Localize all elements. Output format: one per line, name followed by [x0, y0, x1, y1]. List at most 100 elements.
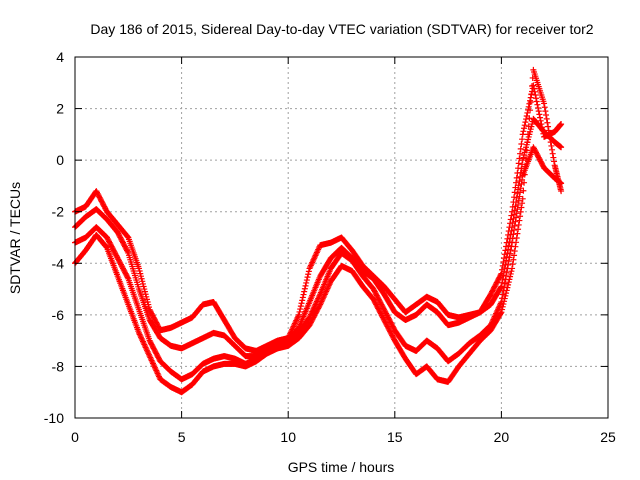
data-point [501, 295, 508, 302]
data-point [539, 127, 546, 134]
data-point [503, 273, 510, 280]
data-point [505, 258, 512, 265]
y-tick-label: -6 [52, 307, 65, 323]
data-point [519, 131, 526, 138]
data-point [500, 301, 507, 308]
x-tick-label: 5 [178, 429, 186, 445]
data-point [515, 201, 522, 208]
data-point [542, 108, 549, 115]
data-point [522, 119, 529, 126]
data-point [513, 214, 520, 221]
data-point [506, 224, 513, 231]
data-point [503, 243, 510, 250]
data-point [547, 139, 554, 146]
data-point [514, 230, 521, 237]
data-point [302, 282, 309, 289]
data-point [299, 294, 306, 301]
data-point [506, 254, 513, 261]
data-point [511, 194, 518, 201]
data-point [506, 239, 513, 246]
data-point [509, 265, 516, 272]
data-point [304, 274, 311, 281]
data-point [518, 141, 525, 148]
data-point [525, 131, 532, 138]
data-point [514, 170, 521, 177]
data-point [500, 258, 507, 265]
data-point [551, 158, 558, 165]
data-point [511, 222, 518, 229]
data-point [507, 273, 514, 280]
data-point [499, 266, 506, 273]
data-point [301, 288, 308, 295]
data-point [523, 147, 530, 154]
data-point [297, 306, 304, 313]
data-point [510, 256, 517, 263]
data-point [523, 155, 530, 162]
data-point [515, 226, 522, 233]
data-point [503, 287, 510, 294]
data-point [497, 271, 504, 278]
data-point [505, 231, 512, 238]
series-track-4 [72, 82, 565, 354]
data-point [537, 114, 544, 121]
data-point [527, 94, 534, 101]
data-point [544, 119, 551, 126]
data-point [296, 308, 303, 315]
data-point [520, 187, 527, 194]
data-point [511, 189, 518, 196]
data-point [519, 161, 526, 168]
data-point [124, 274, 131, 281]
data-point [543, 112, 550, 119]
data-point [511, 248, 518, 255]
data-point [519, 200, 526, 207]
data-point [548, 142, 555, 149]
data-point [516, 217, 523, 224]
x-tick-label: 25 [600, 429, 616, 445]
x-tick-label: 0 [71, 429, 79, 445]
data-point [535, 104, 542, 111]
data-point [508, 212, 515, 219]
data-point [527, 97, 534, 104]
data-point [543, 115, 550, 122]
data-point [497, 310, 504, 317]
data-point [502, 292, 509, 299]
data-point [503, 239, 510, 246]
data-point [507, 270, 514, 277]
data-point [517, 213, 524, 220]
data-point [503, 269, 510, 276]
data-point [507, 220, 514, 227]
chart-title: Day 186 of 2015, Sidereal Day-to-day VTE… [90, 21, 593, 37]
data-point [539, 124, 546, 131]
data-point [522, 163, 529, 170]
y-tick-label: 0 [56, 152, 64, 168]
data-point [538, 121, 545, 128]
data-point [531, 88, 538, 95]
data-point [513, 179, 520, 186]
data-point [541, 100, 548, 107]
data-point [513, 210, 520, 217]
data-point [124, 248, 131, 255]
data-point [537, 117, 544, 124]
data-point [509, 208, 516, 215]
data-point [504, 235, 511, 242]
data-point [517, 150, 524, 157]
series-track-3 [72, 66, 565, 396]
data-point [524, 109, 531, 116]
y-axis-label: SDTVAR / TECUs [7, 182, 23, 294]
data-point [508, 268, 515, 275]
data-point [524, 139, 531, 146]
data-point [303, 277, 310, 284]
data-point [521, 125, 528, 132]
data-point [521, 122, 528, 129]
data-point [506, 276, 513, 283]
x-tick-label: 20 [494, 429, 510, 445]
data-point [513, 239, 520, 246]
data-point [499, 291, 506, 298]
data-point [510, 199, 517, 206]
data-point [297, 303, 304, 310]
data-point [502, 247, 509, 254]
data-point [300, 291, 307, 298]
data-point [295, 311, 302, 318]
